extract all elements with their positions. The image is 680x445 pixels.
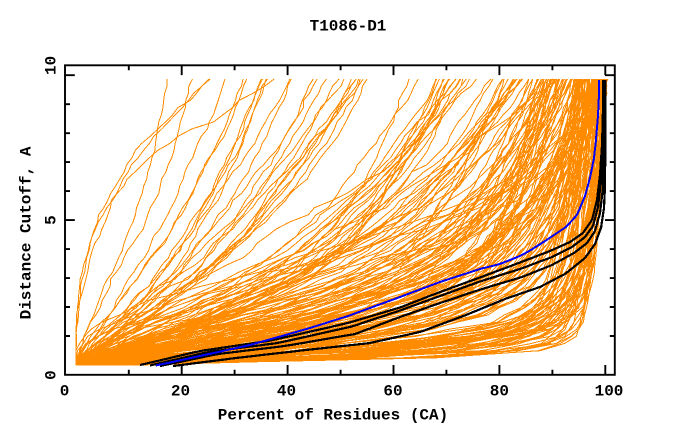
svg-text:5: 5 <box>42 215 60 225</box>
svg-text:40: 40 <box>277 383 296 401</box>
svg-text:Percent of Residues (CA): Percent of Residues (CA) <box>218 407 448 425</box>
svg-text:60: 60 <box>383 383 402 401</box>
svg-text:80: 80 <box>490 383 509 401</box>
svg-text:20: 20 <box>171 383 190 401</box>
svg-text:0: 0 <box>42 370 60 380</box>
svg-text:T1086-D1: T1086-D1 <box>310 17 387 35</box>
svg-text:10: 10 <box>42 56 60 75</box>
svg-text:100: 100 <box>595 383 624 401</box>
svg-text:0: 0 <box>60 383 70 401</box>
svg-text:Distance Cutoff, A: Distance Cutoff, A <box>17 146 35 319</box>
